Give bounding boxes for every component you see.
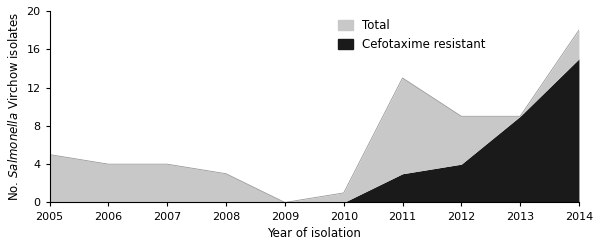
Legend: Total, Cefotaxime resistant: Total, Cefotaxime resistant [336,17,488,53]
X-axis label: Year of isolation: Year of isolation [268,227,361,240]
Y-axis label: No. $\it{Salmonella}$ Virchow isolates: No. $\it{Salmonella}$ Virchow isolates [7,12,21,201]
